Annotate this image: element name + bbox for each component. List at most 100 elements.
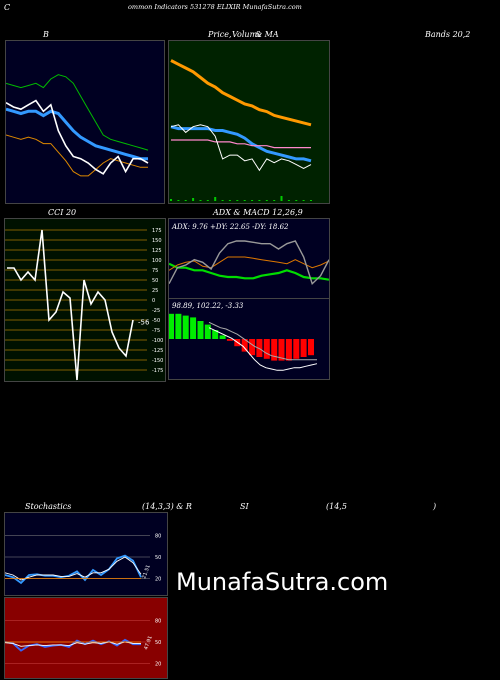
rsi-title-c: ) bbox=[433, 502, 437, 511]
macd-histogram-bar bbox=[197, 321, 204, 339]
volume-bar bbox=[221, 200, 224, 201]
volume-bar bbox=[273, 200, 276, 201]
volume-bar bbox=[243, 200, 246, 201]
macd-panel: 98.89, 102.22, -3.33 bbox=[168, 298, 330, 380]
cci-tick-label: 75 bbox=[152, 268, 158, 274]
rsi-tick-label: 50 bbox=[155, 640, 161, 646]
stoch-series-line bbox=[5, 556, 142, 581]
adx-series-line bbox=[169, 240, 329, 285]
macd-histogram-bar bbox=[204, 324, 211, 339]
stoch-title-a: Stochastics bbox=[25, 502, 72, 511]
cci-tick-label: 25 bbox=[152, 288, 158, 294]
cci-tick-label: 50 bbox=[152, 278, 158, 284]
stoch-tick-label: 50 bbox=[155, 555, 161, 561]
cci-tick-label: -75 bbox=[152, 328, 160, 334]
bollinger-series-line bbox=[6, 99, 149, 175]
macd-histogram-bar bbox=[182, 315, 189, 339]
macd-histogram-bar bbox=[271, 339, 278, 361]
price-series-line bbox=[170, 59, 312, 127]
cci-tick-label: -150 bbox=[152, 358, 163, 364]
macd-histogram-bar bbox=[300, 339, 307, 357]
cci-tick-label: 125 bbox=[152, 248, 162, 254]
macd-histogram-bar bbox=[212, 330, 219, 339]
rsi-tick-label: 80 bbox=[155, 618, 161, 624]
panel-background bbox=[5, 598, 167, 678]
price-chart bbox=[169, 41, 329, 203]
volume-bar bbox=[310, 200, 312, 201]
rsi-chart: 80 50 20 47.91 bbox=[5, 598, 167, 678]
macd-histogram-bar bbox=[293, 339, 300, 359]
volume-bar bbox=[251, 200, 254, 201]
macd-histogram-bar bbox=[263, 339, 270, 359]
header-left: C bbox=[4, 3, 11, 12]
volume-bar bbox=[214, 197, 217, 201]
cci-tick-label: -50 bbox=[152, 318, 160, 324]
rsi-title-a: SI bbox=[240, 502, 249, 511]
header-title: ommon Indicators 531278 ELIXIR MunafaSut… bbox=[128, 3, 302, 11]
cci-tick-label: -175 bbox=[152, 368, 163, 374]
macd-histogram-bar bbox=[190, 317, 197, 339]
rsi-title-b: (14,5 bbox=[326, 502, 347, 511]
macd-histogram-bar bbox=[175, 313, 182, 339]
volume-bar bbox=[287, 200, 290, 201]
volume-bar bbox=[184, 200, 187, 201]
price-series-line bbox=[170, 125, 312, 163]
stoch-last-label: 21.51 bbox=[141, 564, 152, 580]
cci-line bbox=[7, 229, 134, 381]
macd-histogram-bar bbox=[219, 335, 226, 339]
bollinger-series-line bbox=[6, 107, 148, 161]
bollinger-chart bbox=[6, 41, 164, 203]
volume-bar bbox=[295, 200, 298, 201]
macd-label: 98.89, 102.22, -3.33 bbox=[172, 302, 244, 310]
adx-panel: ADX: 9.76 +DY: 22.65 -DY: 18.62 bbox=[168, 218, 330, 300]
volume-bar bbox=[258, 200, 261, 201]
macd-series-line bbox=[208, 327, 318, 371]
watermark: MunafaSutra.com bbox=[176, 568, 389, 596]
bollinger-panel bbox=[5, 40, 165, 204]
macd-histogram-bar bbox=[308, 339, 314, 356]
adx-series-line bbox=[169, 262, 329, 281]
rsi-last-label: 47.91 bbox=[143, 635, 154, 651]
cci-tick-label: 0 bbox=[152, 298, 155, 304]
rsi-series-line bbox=[5, 641, 141, 647]
cci-chart: 175 150 125 100 75 50 25 0 -25 -50 -75 -100 -125 -150… bbox=[5, 219, 165, 381]
volume-bar bbox=[177, 200, 180, 201]
volume-bar bbox=[302, 200, 305, 201]
macd-histogram-bar bbox=[226, 339, 233, 341]
rsi-panel: 80 50 20 47.91 bbox=[4, 597, 168, 679]
cci-tick-label: 100 bbox=[152, 258, 162, 264]
cci-tick-label: -25 bbox=[152, 308, 160, 314]
volume-bar bbox=[199, 200, 202, 201]
macd-chart: 98.89, 102.22, -3.33 bbox=[169, 299, 329, 379]
cci-tick-label: 175 bbox=[152, 228, 162, 234]
cci-tick-label: 150 bbox=[152, 238, 162, 244]
macd-histogram-bar bbox=[278, 339, 285, 361]
price-title-c: & MA bbox=[255, 30, 279, 39]
macd-histogram-bar bbox=[169, 313, 174, 339]
macd-series-line bbox=[208, 321, 317, 361]
volume-bar bbox=[265, 200, 268, 201]
cci-title: CCI 20 bbox=[48, 208, 77, 217]
adx-label: ADX: 9.76 +DY: 22.65 -DY: 18.62 bbox=[171, 223, 289, 231]
adx-macd-title: ADX & MACD 12,26,9 bbox=[213, 208, 303, 217]
volume-bar bbox=[280, 196, 283, 201]
stoch-tick-label: 20 bbox=[155, 577, 161, 583]
volume-bar bbox=[206, 200, 209, 201]
bands-title: Bands 20,2 bbox=[425, 30, 471, 39]
volume-bar bbox=[192, 198, 195, 201]
price-title-a: Price, bbox=[208, 30, 232, 39]
panel-background bbox=[6, 41, 164, 203]
volume-bar bbox=[228, 200, 231, 201]
adx-chart: ADX: 9.76 +DY: 22.65 -DY: 18.62 bbox=[169, 219, 329, 299]
price-series-line bbox=[170, 124, 312, 172]
cci-panel: 175 150 125 100 75 50 25 0 -25 -50 -75 -100 -125 -150… bbox=[4, 218, 166, 382]
stochastics-panel: 80 50 20 21.51 bbox=[4, 512, 168, 596]
volume-bar bbox=[170, 199, 172, 201]
panel-background bbox=[169, 219, 329, 299]
macd-histogram-bar bbox=[285, 339, 292, 361]
adx-series-line bbox=[169, 256, 329, 271]
price-title-b: Volume bbox=[232, 30, 262, 39]
cci-tick-label: -125 bbox=[152, 348, 163, 354]
volume-bar bbox=[236, 200, 239, 201]
